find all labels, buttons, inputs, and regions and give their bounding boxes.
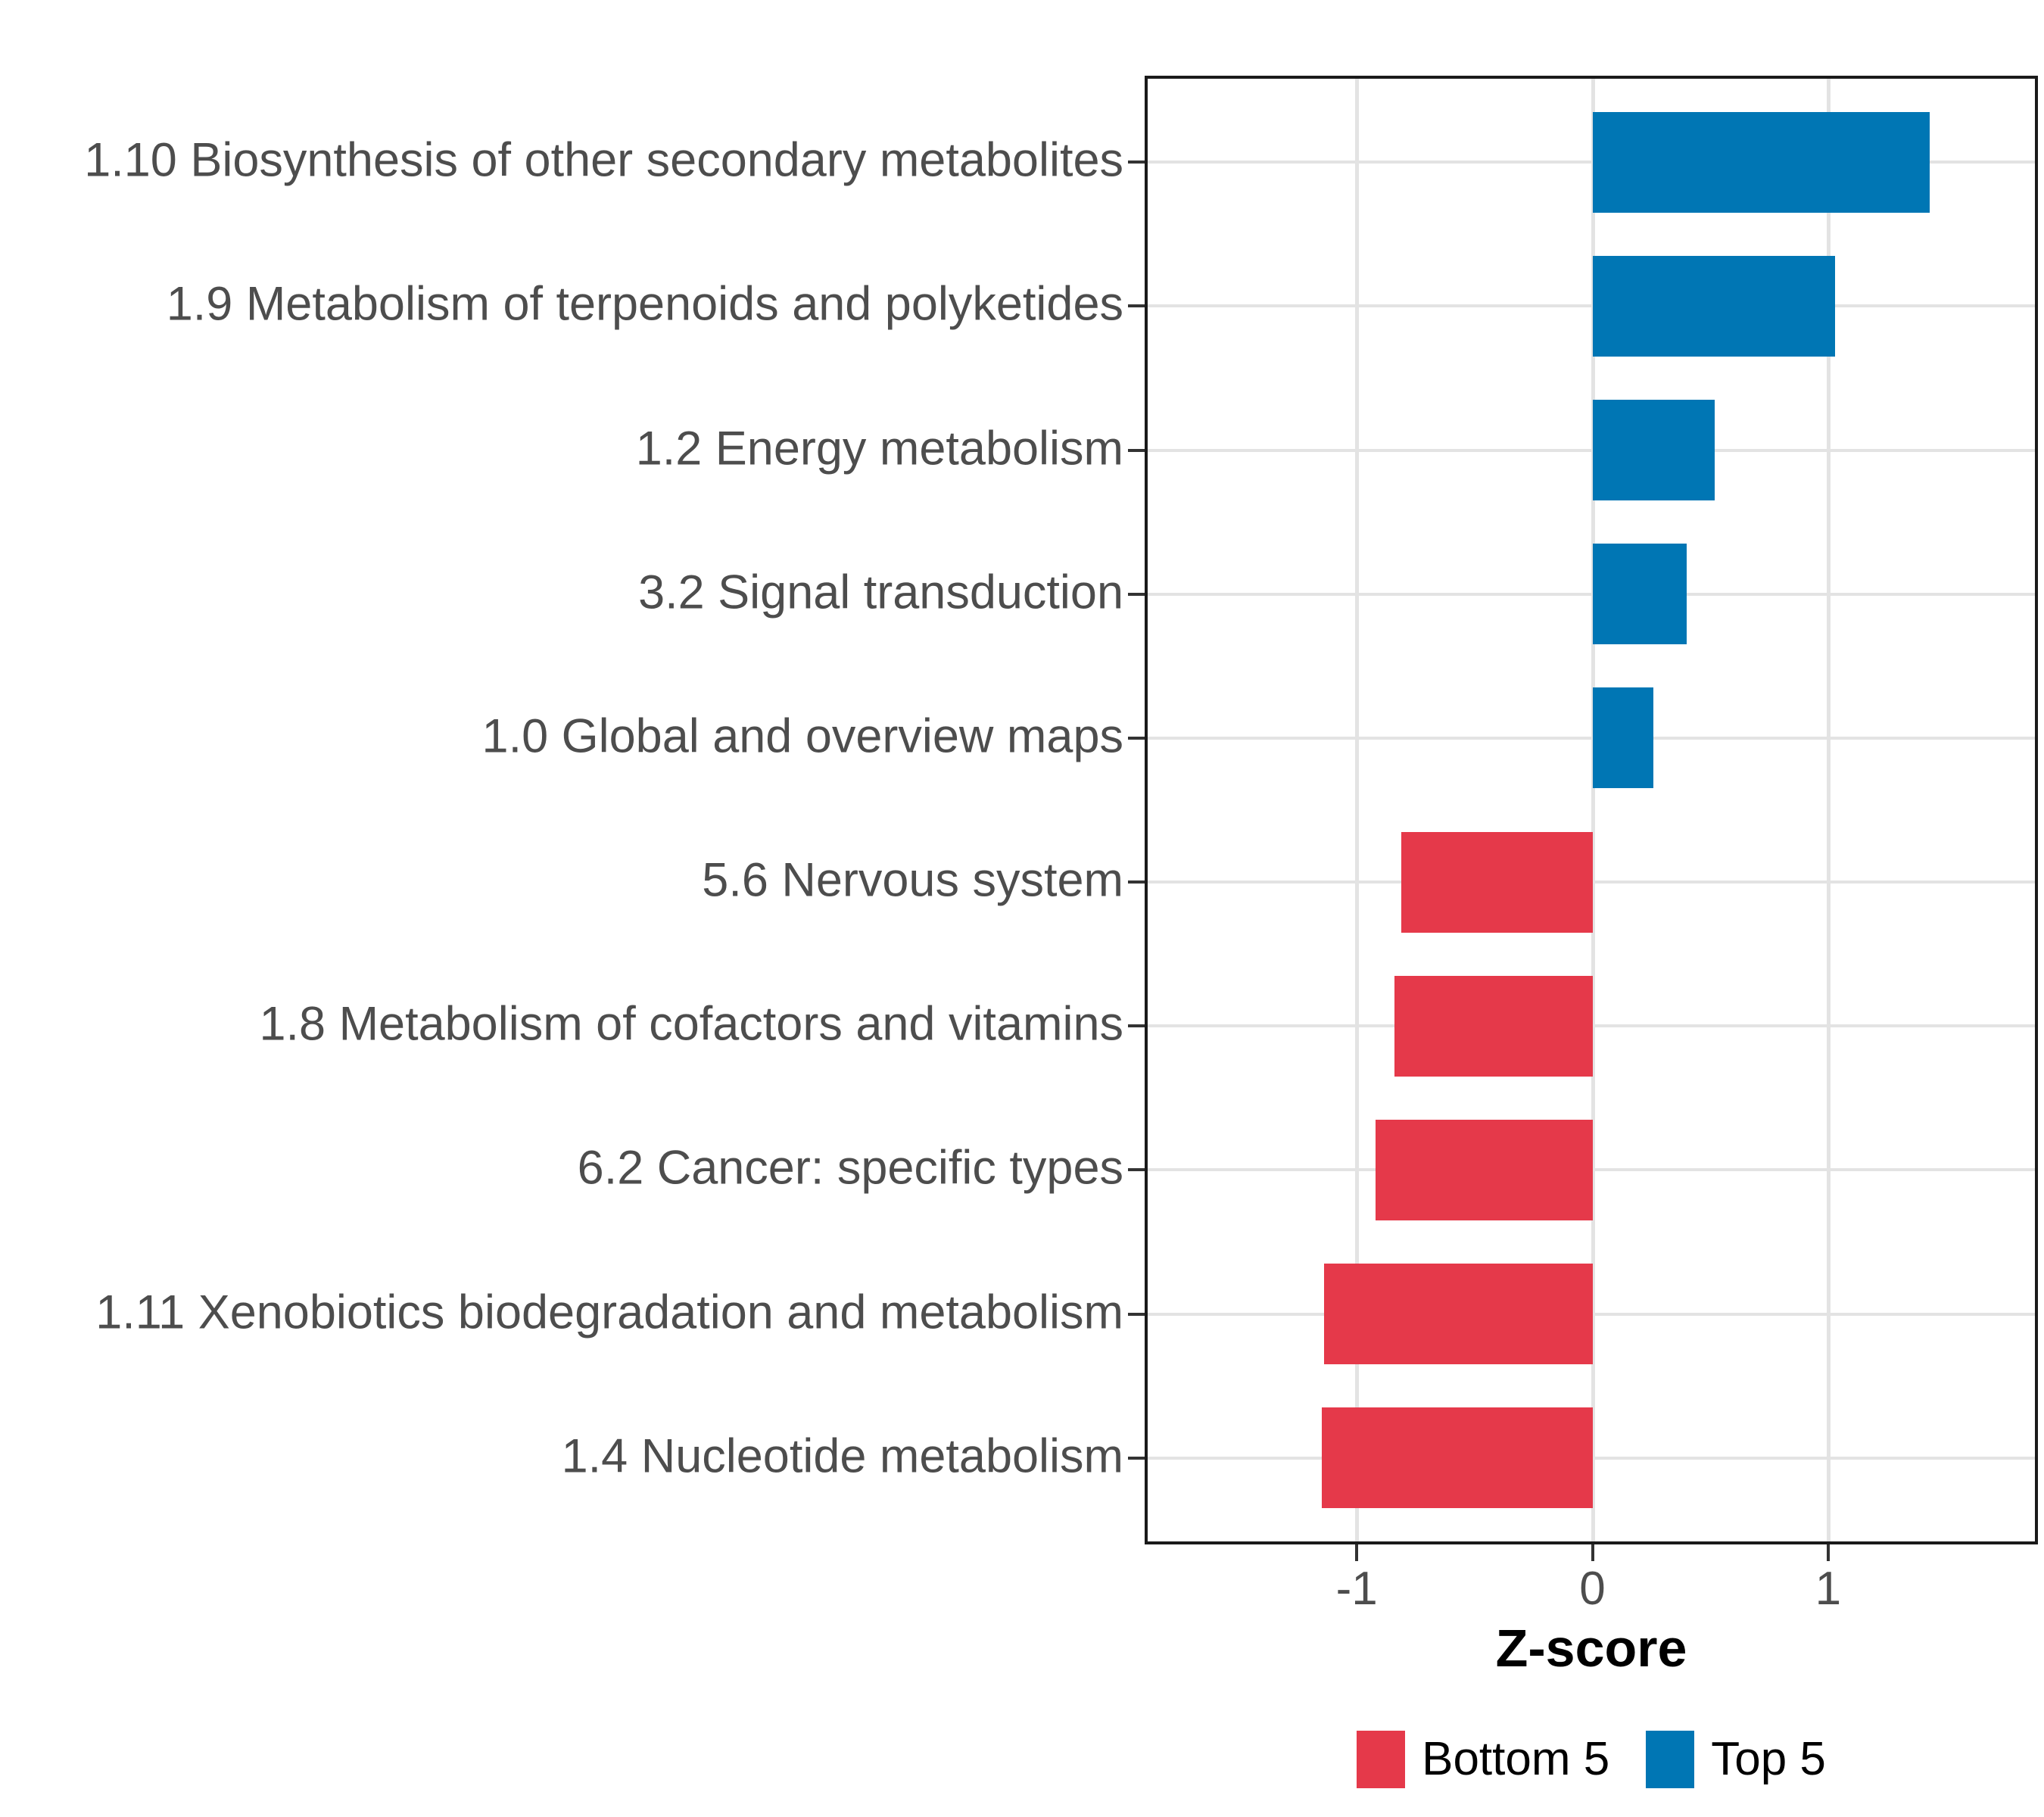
x-gridline [1355, 76, 1360, 1544]
bar [1401, 831, 1593, 933]
y-tick-mark [1128, 592, 1145, 596]
y-tick-mark [1128, 1168, 1145, 1172]
x-axis-title: Z-score [1495, 1619, 1687, 1678]
legend-entry: Bottom 5 [1357, 1731, 1609, 1788]
x-tick-mark [1826, 1544, 1830, 1561]
x-tick-label: 0 [1579, 1563, 1606, 1615]
bar [1592, 544, 1687, 645]
bar [1323, 1264, 1593, 1365]
legend: Bottom 5 Top 5 [1145, 1731, 2038, 1788]
y-tick-mark [1128, 304, 1145, 308]
category-label: 5.6 Nervous system [702, 853, 1123, 907]
legend-swatch [1646, 1731, 1695, 1788]
category-label: 1.4 Nucleotide metabolism [561, 1429, 1123, 1483]
bar [1592, 687, 1654, 789]
plot-panel [1145, 76, 2038, 1544]
x-tick-label: 1 [1815, 1563, 1842, 1615]
category-label: 1.8 Metabolism of cofactors and vitamins [259, 997, 1123, 1051]
category-label: 1.9 Metabolism of terpenoids and polyket… [166, 277, 1123, 331]
bar [1321, 1407, 1593, 1509]
x-gridline [1826, 76, 1831, 1544]
legend-swatch [1357, 1731, 1406, 1788]
y-tick-mark [1128, 161, 1145, 164]
y-tick-mark [1128, 1456, 1145, 1460]
category-label: 3.2 Signal transduction [638, 565, 1123, 619]
bar [1376, 1119, 1593, 1220]
bar [1394, 975, 1593, 1077]
y-tick-mark [1128, 736, 1145, 740]
y-tick-mark [1128, 880, 1145, 884]
category-label: 6.2 Cancer: specific types [577, 1141, 1123, 1195]
bar [1592, 255, 1836, 357]
category-label: 1.0 Global and overview maps [481, 709, 1123, 763]
y-tick-mark [1128, 448, 1145, 452]
x-tick-mark [1355, 1544, 1359, 1561]
bar [1592, 111, 1930, 213]
legend-entry: Top 5 [1646, 1731, 1826, 1788]
x-tick-label: -1 [1335, 1563, 1378, 1615]
legend-label: Top 5 [1711, 1733, 1826, 1785]
x-gridline [1591, 76, 1595, 1544]
x-tick-mark [1591, 1544, 1594, 1561]
category-label: 1.10 Biosynthesis of other secondary met… [84, 133, 1123, 187]
y-tick-mark [1128, 1312, 1145, 1316]
category-label: 1.11 Xenobiotics biodegradation and meta… [95, 1285, 1123, 1339]
legend-label: Bottom 5 [1422, 1733, 1610, 1785]
bar [1592, 400, 1715, 500]
y-tick-mark [1128, 1024, 1145, 1028]
category-label: 1.2 Energy metabolism [635, 421, 1123, 475]
